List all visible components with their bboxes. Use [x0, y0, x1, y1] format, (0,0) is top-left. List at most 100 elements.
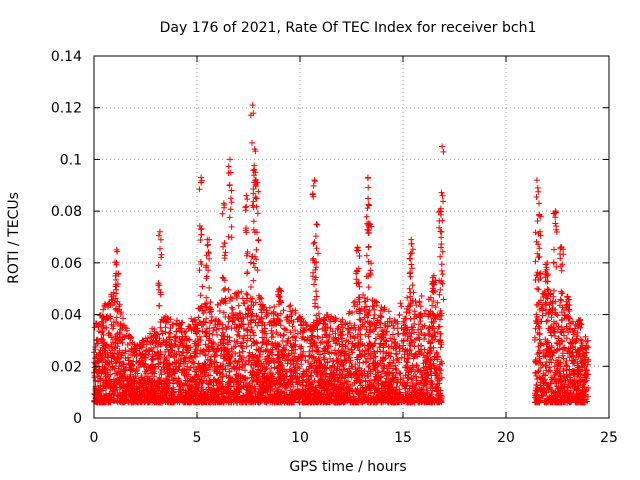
data-point: [335, 388, 342, 395]
data-point: [193, 350, 200, 357]
data-point: [358, 367, 365, 374]
data-point: [534, 319, 541, 325]
data-point: [166, 329, 173, 336]
data-point: [239, 295, 246, 302]
data-point: [317, 351, 324, 358]
data-point: [332, 374, 339, 381]
data-point: [146, 376, 153, 383]
data-point: [416, 298, 423, 305]
data-point: [241, 300, 248, 307]
data-point: [420, 352, 427, 359]
data-point: [168, 340, 175, 347]
data-point: [393, 366, 400, 373]
data-point: [169, 360, 176, 367]
data-point: [214, 321, 221, 328]
data-point: [581, 359, 587, 366]
data-point: [375, 380, 382, 387]
data-point: [307, 323, 314, 330]
data-point: [207, 299, 214, 306]
data-point: [97, 352, 104, 359]
data-point: [420, 364, 427, 371]
data-point: [150, 355, 157, 362]
data-point: [221, 333, 228, 340]
data-point: [106, 300, 113, 306]
data-point: [195, 305, 202, 312]
data-point: [559, 352, 566, 359]
data-point: [351, 379, 358, 386]
data-point: [343, 379, 350, 385]
data-point: [214, 367, 221, 374]
data-point: [539, 375, 546, 382]
data-point: [347, 334, 354, 340]
data-point: [305, 359, 312, 365]
data-point: [136, 378, 143, 385]
data-point: [324, 358, 331, 365]
data-point: [345, 325, 352, 332]
data-point: [141, 387, 148, 394]
data-point: [407, 293, 413, 300]
data-point: [437, 344, 444, 351]
data-point: [297, 318, 304, 325]
data-point: [195, 342, 202, 349]
data-point: [362, 359, 369, 366]
data-point: [215, 378, 222, 385]
data-point: [150, 395, 157, 402]
data-point: [319, 325, 326, 332]
data-point: [94, 336, 100, 343]
data-point: [250, 357, 257, 364]
data-point: [172, 334, 179, 341]
data-point: [552, 298, 559, 305]
data-point: [124, 382, 131, 389]
data-point: [101, 325, 107, 332]
data-point: [535, 323, 542, 330]
data-point: [92, 360, 99, 367]
data-point: [219, 373, 226, 380]
data-point: [240, 354, 247, 361]
data-point: [578, 396, 585, 403]
data-point: [531, 337, 538, 343]
data-point: [200, 310, 207, 316]
data-point: [116, 330, 123, 337]
data-point: [255, 370, 262, 377]
data-point: [239, 358, 245, 365]
data-point: [205, 372, 212, 378]
data-point: [549, 300, 556, 307]
data-point: [150, 344, 157, 351]
data-point: [430, 325, 437, 332]
data-point: [115, 355, 122, 362]
data-point: [562, 377, 569, 384]
data-point: [151, 328, 158, 335]
data-point: [572, 338, 579, 345]
data-point: [203, 395, 209, 402]
data-point: [227, 387, 234, 394]
data-point: [333, 383, 340, 390]
data-point: [332, 393, 339, 400]
data-point: [308, 333, 315, 340]
data-point: [304, 337, 310, 344]
data-point: [547, 323, 554, 330]
data-point: [394, 330, 401, 337]
data-point: [258, 295, 265, 302]
data-point: [111, 365, 118, 372]
data-point: [380, 348, 387, 355]
data-point: [552, 389, 559, 396]
data-point: [208, 396, 215, 403]
data-point: [437, 308, 444, 314]
data-point: [100, 306, 107, 313]
data-point: [415, 326, 422, 333]
data-point: [553, 369, 560, 376]
data-point: [138, 357, 145, 364]
data-point: [417, 367, 424, 374]
data-point: [534, 399, 541, 406]
data-point: [113, 314, 120, 321]
data-point: [260, 339, 267, 346]
data-point: [149, 356, 156, 363]
data-point: [228, 345, 235, 352]
data-point: [553, 397, 560, 404]
data-point: [337, 352, 344, 359]
data-point: [434, 328, 441, 335]
data-point: [346, 351, 352, 358]
data-point: [229, 306, 236, 313]
data-point: [191, 316, 198, 323]
